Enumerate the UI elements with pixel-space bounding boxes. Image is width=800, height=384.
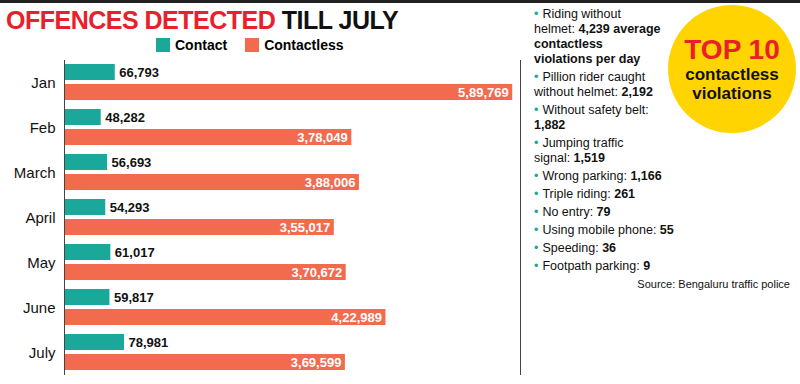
svg-text:48,282: 48,282: [105, 110, 145, 125]
svg-text:78,981: 78,981: [129, 335, 169, 350]
svg-text:54,293: 54,293: [110, 200, 150, 215]
svg-text:3,69,599: 3,69,599: [291, 355, 342, 370]
svg-text:March: March: [14, 164, 56, 181]
html-text:Without safety belt:: Without safety belt:: [542, 103, 649, 117]
html-text:Contact: Contact: [175, 37, 228, 53]
svg-text:Feb: Feb: [30, 119, 56, 136]
html-text:Wrong parking: 1,166: Wrong parking: 1,166: [542, 169, 662, 183]
html-text:Source: Bengaluru traffic poli: Source: Bengaluru traffic police: [637, 278, 790, 290]
svg-text:4,22,989: 4,22,989: [331, 310, 382, 325]
html-text:Riding without helmet: 4,239 a: Riding without helmet: 4,239 average con…: [534, 7, 661, 66]
html-text:TOP 10: TOP 10: [684, 34, 780, 65]
svg-text:5,89,769: 5,89,769: [458, 85, 509, 100]
svg-text:3,70,672: 3,70,672: [292, 265, 343, 280]
svg-text:3,55,017: 3,55,017: [280, 220, 331, 235]
svg-text:April: April: [25, 209, 55, 226]
svg-text:June: June: [23, 299, 56, 316]
html-text:1,882: 1,882: [534, 118, 566, 132]
html-text:Speeding: 36: Speeding: 36: [542, 241, 617, 255]
html-text:contactless violations: contactless violations: [685, 65, 779, 103]
svg-text:May: May: [27, 254, 56, 271]
html-text:No entry: 79: No entry: 79: [542, 205, 611, 219]
html-text:OFFENCES DETECTED TILL JULY: OFFENCES DETECTED TILL JULY: [6, 6, 399, 34]
svg-text:3,88,006: 3,88,006: [305, 175, 356, 190]
svg-text:Jan: Jan: [31, 74, 55, 91]
html-text:Pillion rider caught without h: Pillion rider caught without helmet: 2,1…: [534, 70, 653, 99]
svg-text:July: July: [29, 344, 56, 361]
html-text:Using mobile phone: 55: Using mobile phone: 55: [542, 223, 674, 237]
svg-text:66,793: 66,793: [119, 65, 159, 80]
html-text:Triple riding: 261: Triple riding: 261: [542, 187, 635, 201]
svg-text:61,017: 61,017: [115, 245, 155, 260]
html-text:Footpath parking: 9: Footpath parking: 9: [542, 259, 651, 273]
svg-text:3,78,049: 3,78,049: [297, 130, 348, 145]
svg-text:56,693: 56,693: [112, 155, 152, 170]
html-text:Jumping traffic signal: 1,519: Jumping traffic signal: 1,519: [534, 136, 624, 165]
svg-text:59,817: 59,817: [114, 290, 154, 305]
html-text:Contactless: Contactless: [264, 37, 344, 53]
